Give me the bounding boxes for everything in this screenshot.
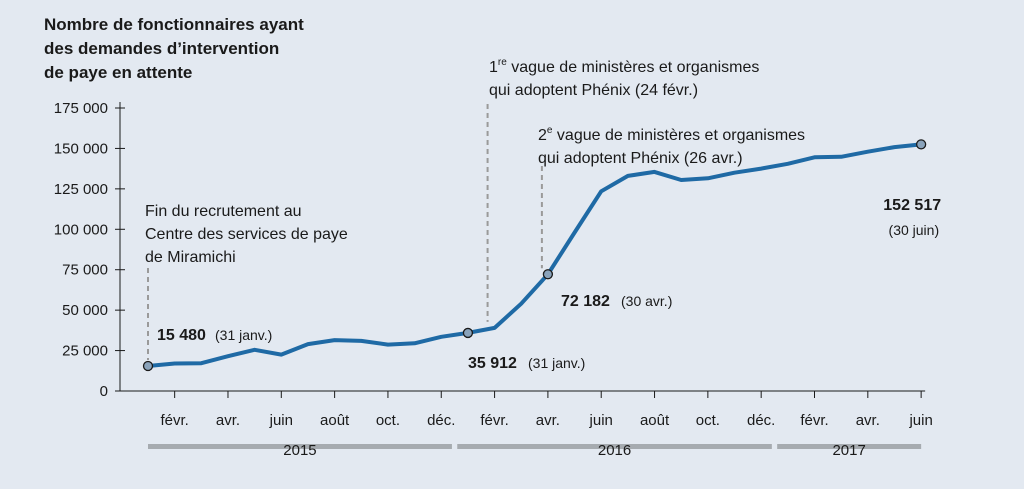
- y-axis: 0 25 000 50 000 75 000 100 000 125 000 150 000…: [54, 100, 125, 400]
- data-marker: [462, 327, 474, 339]
- x-axis: févr. avr. juin août oct. déc. févr. avr. juin ao…: [120, 390, 933, 429]
- x-tick-label: oct.: [376, 412, 400, 429]
- x-tick-label: juin: [908, 412, 932, 429]
- series-layer: [146, 142, 924, 368]
- x-tick-label: févr.: [800, 412, 828, 429]
- x-tick-label: août: [640, 412, 670, 429]
- marker-labels: 15 480 (31 janv.) 35 912 (31 janv.) 72 182 (3…: [157, 197, 941, 372]
- data-marker: [142, 360, 154, 372]
- year-band-bar: [457, 444, 772, 449]
- marker-date-label: (30 juin): [889, 222, 940, 238]
- year-band-bar: [148, 444, 452, 449]
- marker-layer: [142, 139, 927, 372]
- annotation-wave-2-sup: e: [547, 125, 553, 136]
- y-tick-label: 150 000: [54, 140, 108, 157]
- y-tick-label: 75 000: [62, 262, 108, 279]
- x-tick-label: déc.: [427, 412, 455, 429]
- marker-date-label: (30 avr.): [621, 293, 672, 309]
- y-tick-label: 175 000: [54, 100, 108, 117]
- x-tick-label: juin: [589, 412, 613, 429]
- series-line: [146, 142, 924, 368]
- y-tick-label: 50 000: [62, 302, 108, 319]
- chart-title-line-3: de paye en attente: [44, 63, 192, 82]
- y-tick-label: 25 000: [62, 343, 108, 360]
- x-tick-label: août: [320, 412, 350, 429]
- x-tick-label: oct.: [696, 412, 720, 429]
- annotation-miramichi-line-1: Fin du recrutement au: [145, 203, 302, 220]
- marker-value-label: 72 182: [561, 293, 610, 310]
- annotation-wave-2-line-1: 2e vague de ministères et organismes: [538, 125, 805, 144]
- chart-title: Nombre de fonctionnaires ayant des deman…: [44, 15, 304, 82]
- x-tick-label: avr.: [856, 412, 880, 429]
- annotation-miramichi-line-2: Centre des services de paye: [145, 226, 348, 243]
- y-tick-label: 100 000: [54, 221, 108, 238]
- chart-title-line-1: Nombre de fonctionnaires ayant: [44, 15, 304, 34]
- x-tick-label: févr.: [160, 412, 188, 429]
- annotation-wave-1-text-1: vague de ministères et organismes: [507, 59, 760, 76]
- marker-value-label: 15 480: [157, 327, 206, 344]
- annotation-leaders: [147, 104, 543, 360]
- x-tick-label: avr.: [216, 412, 240, 429]
- y-tick-label: 0: [100, 383, 108, 400]
- x-tick-label: févr.: [480, 412, 508, 429]
- y-tick-label: 125 000: [54, 181, 108, 198]
- marker-date-label: (31 janv.): [215, 327, 272, 343]
- annotation-wave-2-number: 2: [538, 127, 547, 144]
- annotation-wave-1-sup: re: [498, 57, 507, 68]
- annotation-miramichi-line-3: de Miramichi: [145, 249, 236, 266]
- annotation-wave-2-text-1: vague de ministères et organismes: [552, 127, 805, 144]
- annotation-wave-1-line-1: 1re vague de ministères et organismes: [489, 57, 759, 76]
- marker-value-label: 152 517: [883, 197, 941, 214]
- marker-date-label: (31 janv.): [528, 355, 585, 371]
- data-marker: [542, 269, 554, 280]
- annotation-wave-1-number: 1: [489, 59, 498, 76]
- x-tick-label: déc.: [747, 412, 775, 429]
- annotation-wave-1-line-2: qui adoptent Phénix (24 févr.): [489, 82, 698, 99]
- x-tick-label: juin: [269, 412, 293, 429]
- x-tick-label: avr.: [536, 412, 560, 429]
- marker-value-label: 35 912: [468, 355, 517, 372]
- year-band-bar: [777, 444, 922, 449]
- annotation-wave-2-line-2: qui adoptent Phénix (26 avr.): [538, 150, 743, 167]
- year-band-label: 2016: [598, 442, 631, 459]
- year-bands: 2015 2016 2017: [148, 442, 922, 459]
- chart-title-line-2: des demandes d’intervention: [44, 39, 279, 58]
- year-band-label: 2015: [283, 442, 316, 459]
- year-band-label: 2017: [832, 442, 865, 459]
- data-marker: [915, 139, 927, 150]
